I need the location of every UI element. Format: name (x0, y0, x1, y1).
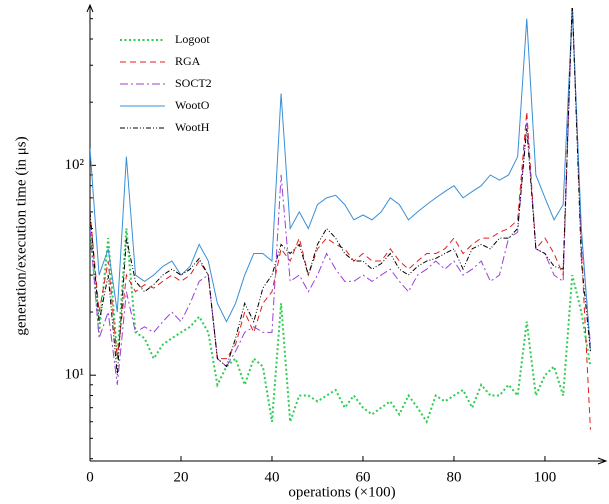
x-tick-label: 40 (264, 469, 279, 485)
x-tick-label: 0 (86, 469, 94, 485)
series-line (90, 8, 591, 385)
x-tick-label: 100 (534, 469, 557, 485)
plot-lines (90, 8, 592, 430)
series-line (90, 228, 592, 425)
x-tick-label: 60 (355, 469, 370, 485)
x-tick-label: 80 (446, 469, 461, 485)
legend-label: Logoot (175, 32, 210, 46)
y-axis-arrow (86, 3, 94, 13)
x-axis-label: operations (×100) (288, 484, 395, 500)
x-tick-label: 20 (173, 469, 188, 485)
series-line (90, 8, 591, 430)
x-axis-arrow (597, 457, 608, 465)
legend-label: SOCT2 (175, 76, 212, 90)
series-line (90, 9, 591, 352)
y-tick-label: 10² (65, 157, 85, 173)
legend: Logoot RGA SOCT2 WootO WootH (120, 32, 212, 134)
legend-label: RGA (175, 54, 201, 68)
y-tick-label: 10¹ (65, 367, 85, 383)
series-line (90, 8, 591, 376)
legend-label: WootH (175, 120, 210, 134)
y-axis-label: generation/execution time (in μs) (13, 136, 29, 335)
legend-label: WootO (175, 98, 210, 112)
